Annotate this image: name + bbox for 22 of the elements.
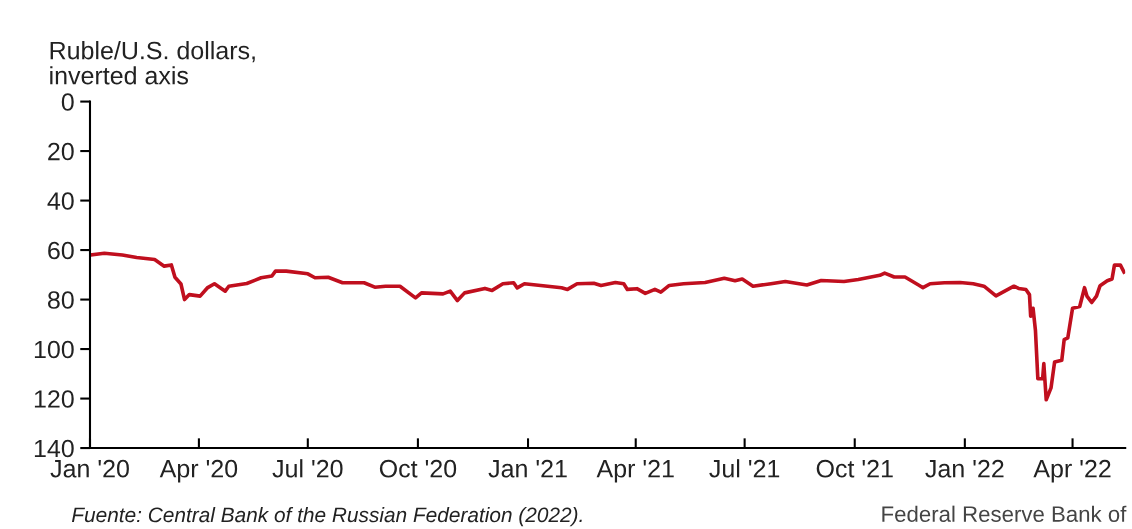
x-tick-label: Apr '20: [159, 459, 238, 483]
x-tick-label: Jan '20: [50, 459, 129, 478]
y-tick-label: 60: [48, 241, 74, 260]
x-tick-label: Oct '21: [816, 459, 893, 478]
y-tick-label: 100: [34, 340, 74, 359]
x-tick-label: Apr '21: [596, 459, 674, 483]
y-tick-label: 120: [34, 390, 74, 408]
y-tick-label: 20: [48, 142, 74, 161]
x-tick-label: Jan '22: [925, 459, 1004, 478]
y-tick-label: 80: [48, 291, 74, 309]
y-tick-label: 40: [47, 192, 74, 210]
x-tick-label: Oct '20: [379, 459, 457, 478]
y-axis-title: Ruble/U.S. dollars, inverted axis: [50, 41, 255, 85]
y-tick-label: 140: [34, 439, 74, 458]
x-tick-label: Jul '21: [709, 459, 780, 478]
source-note: Fuente: Central Bank of the Russian Federation (2022).: [71, 506, 582, 527]
x-tick-label: Jul '20: [272, 459, 343, 478]
line-series: [89, 251, 1126, 402]
y-tick-label: 0: [61, 93, 74, 111]
x-tick-label: Apr '22: [1033, 459, 1111, 483]
x-tick-label: Jan '21: [488, 459, 567, 478]
text: Federal Reserve Bank of: [882, 505, 1127, 522]
